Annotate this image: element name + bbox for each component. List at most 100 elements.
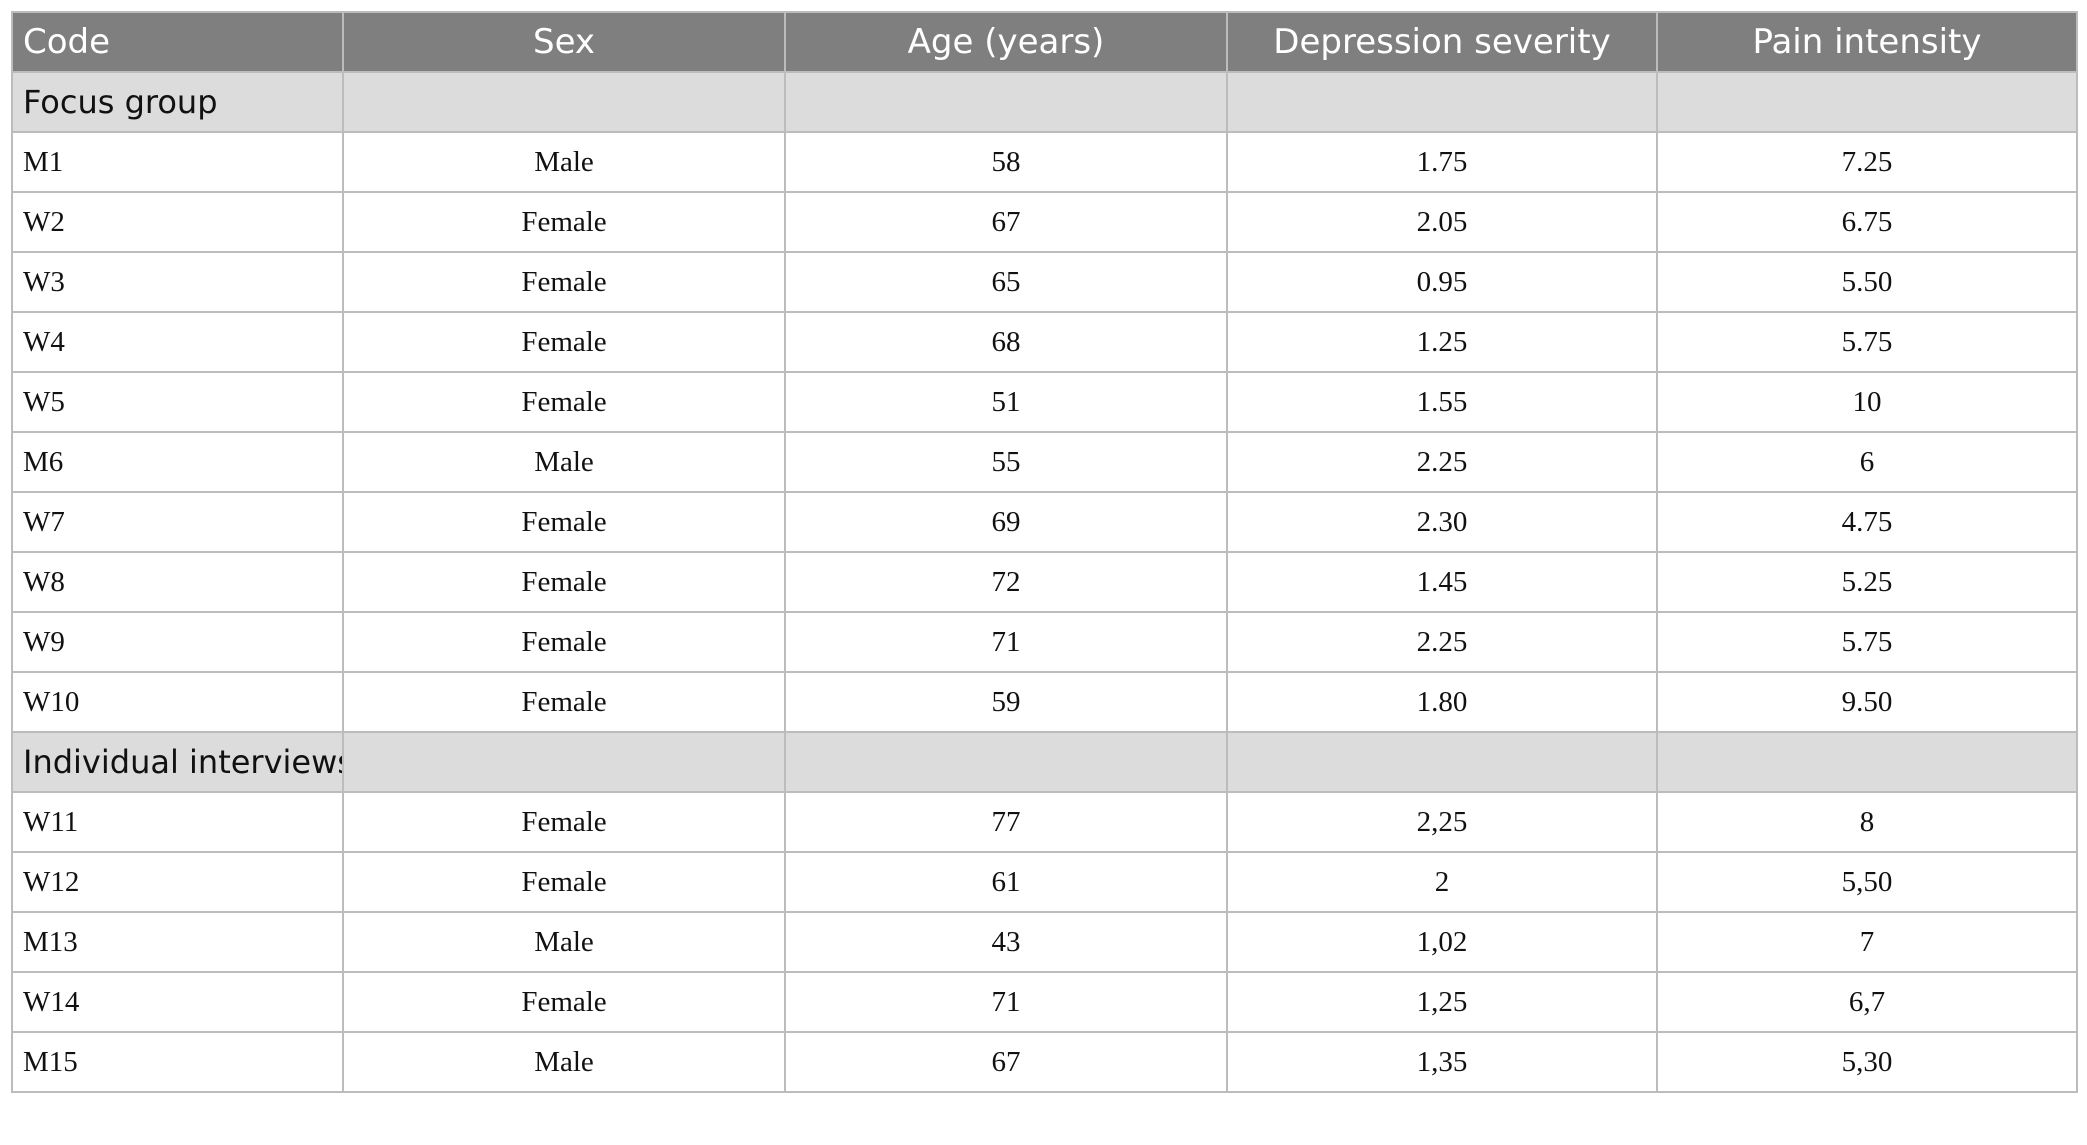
code-cell: W8 [11, 551, 344, 613]
age-cell: 68 [784, 311, 1228, 373]
depression-severity-cell: 2.25 [1226, 611, 1658, 673]
depression-severity-cell: 1.45 [1226, 551, 1658, 613]
table-row: W5 Female 51 1.55 10 [11, 371, 2078, 433]
age-cell: 51 [784, 371, 1228, 433]
depression-severity-cell: 1.80 [1226, 671, 1658, 733]
sex-cell: Female [342, 971, 786, 1033]
pain-intensity-cell: 6,7 [1656, 971, 2078, 1033]
table-row: W10 Female 59 1.80 9.50 [11, 671, 2078, 733]
table-row: W14 Female 71 1,25 6,7 [11, 971, 2078, 1033]
pain-intensity-cell: 10 [1656, 371, 2078, 433]
pain-intensity-cell: 7.25 [1656, 131, 2078, 193]
column-header-depression-severity: Depression severity [1226, 11, 1658, 73]
pain-intensity-cell: 5.75 [1656, 611, 2078, 673]
code-cell: M1 [11, 131, 344, 193]
sex-cell: Male [342, 131, 786, 193]
depression-severity-cell: 2 [1226, 851, 1658, 913]
column-header-code: Code [11, 11, 344, 73]
sex-cell: Female [342, 851, 786, 913]
depression-severity-cell: 1,02 [1226, 911, 1658, 973]
depression-severity-cell: 2,25 [1226, 791, 1658, 853]
code-cell: M6 [11, 431, 344, 493]
age-cell: 71 [784, 971, 1228, 1033]
code-cell: W14 [11, 971, 344, 1033]
age-cell: 59 [784, 671, 1228, 733]
age-cell: 72 [784, 551, 1228, 613]
column-header-age: Age (years) [784, 11, 1228, 73]
table-header-row: Code Sex Age (years) Depression severity… [11, 11, 2078, 73]
depression-severity-cell: 1.55 [1226, 371, 1658, 433]
pain-intensity-cell: 4.75 [1656, 491, 2078, 553]
table-row: W11 Female 77 2,25 8 [11, 791, 2078, 853]
depression-severity-cell: 0.95 [1226, 251, 1658, 313]
section-title: Individual interviews [11, 731, 344, 793]
pain-intensity-cell: 5.25 [1656, 551, 2078, 613]
code-cell: W2 [11, 191, 344, 253]
pain-intensity-cell: 5,30 [1656, 1031, 2078, 1093]
sex-cell: Female [342, 311, 786, 373]
age-cell: 67 [784, 191, 1228, 253]
section-empty-cell [784, 71, 1228, 133]
code-cell: M15 [11, 1031, 344, 1093]
depression-severity-cell: 2.05 [1226, 191, 1658, 253]
pain-intensity-cell: 8 [1656, 791, 2078, 853]
pain-intensity-cell: 5.50 [1656, 251, 2078, 313]
sex-cell: Male [342, 911, 786, 973]
pain-intensity-cell: 5,50 [1656, 851, 2078, 913]
section-row: Individual interviews [11, 731, 2078, 793]
table-row: W7 Female 69 2.30 4.75 [11, 491, 2078, 553]
depression-severity-cell: 2.30 [1226, 491, 1658, 553]
section-empty-cell [1226, 731, 1658, 793]
column-header-sex: Sex [342, 11, 786, 73]
age-cell: 77 [784, 791, 1228, 853]
age-cell: 43 [784, 911, 1228, 973]
section-empty-cell [784, 731, 1228, 793]
table-row: W9 Female 71 2.25 5.75 [11, 611, 2078, 673]
depression-severity-cell: 2.25 [1226, 431, 1658, 493]
code-cell: W10 [11, 671, 344, 733]
age-cell: 67 [784, 1031, 1228, 1093]
depression-severity-cell: 1,35 [1226, 1031, 1658, 1093]
sex-cell: Female [342, 251, 786, 313]
pain-intensity-cell: 7 [1656, 911, 2078, 973]
age-cell: 55 [784, 431, 1228, 493]
sex-cell: Female [342, 191, 786, 253]
section-row: Focus group [11, 71, 2078, 133]
table-row: M13 Male 43 1,02 7 [11, 911, 2078, 973]
table-body: Focus group M1 Male 58 1.75 7.25 W2 Female 67 2.0… [11, 71, 2078, 1093]
pain-intensity-cell: 9.50 [1656, 671, 2078, 733]
section-empty-cell [342, 731, 786, 793]
section-empty-cell [1226, 71, 1658, 133]
depression-severity-cell: 1.25 [1226, 311, 1658, 373]
sex-cell: Male [342, 431, 786, 493]
table-row: W8 Female 72 1.45 5.25 [11, 551, 2078, 613]
age-cell: 58 [784, 131, 1228, 193]
sex-cell: Female [342, 671, 786, 733]
sex-cell: Female [342, 371, 786, 433]
table-row: W3 Female 65 0.95 5.50 [11, 251, 2078, 313]
section-title: Focus group [11, 71, 344, 133]
sex-cell: Female [342, 491, 786, 553]
code-cell: W4 [11, 311, 344, 373]
table-row: M1 Male 58 1.75 7.25 [11, 131, 2078, 193]
code-cell: M13 [11, 911, 344, 973]
depression-severity-cell: 1,25 [1226, 971, 1658, 1033]
depression-severity-cell: 1.75 [1226, 131, 1658, 193]
table-row: W2 Female 67 2.05 6.75 [11, 191, 2078, 253]
sex-cell: Female [342, 551, 786, 613]
pain-intensity-cell: 6 [1656, 431, 2078, 493]
code-cell: W7 [11, 491, 344, 553]
age-cell: 61 [784, 851, 1228, 913]
pain-intensity-cell: 5.75 [1656, 311, 2078, 373]
age-cell: 65 [784, 251, 1228, 313]
code-cell: W3 [11, 251, 344, 313]
age-cell: 71 [784, 611, 1228, 673]
code-cell: W5 [11, 371, 344, 433]
code-cell: W12 [11, 851, 344, 913]
sex-cell: Female [342, 611, 786, 673]
table-row: W4 Female 68 1.25 5.75 [11, 311, 2078, 373]
sex-cell: Female [342, 791, 786, 853]
section-empty-cell [342, 71, 786, 133]
code-cell: W9 [11, 611, 344, 673]
table-row: M15 Male 67 1,35 5,30 [11, 1031, 2078, 1093]
